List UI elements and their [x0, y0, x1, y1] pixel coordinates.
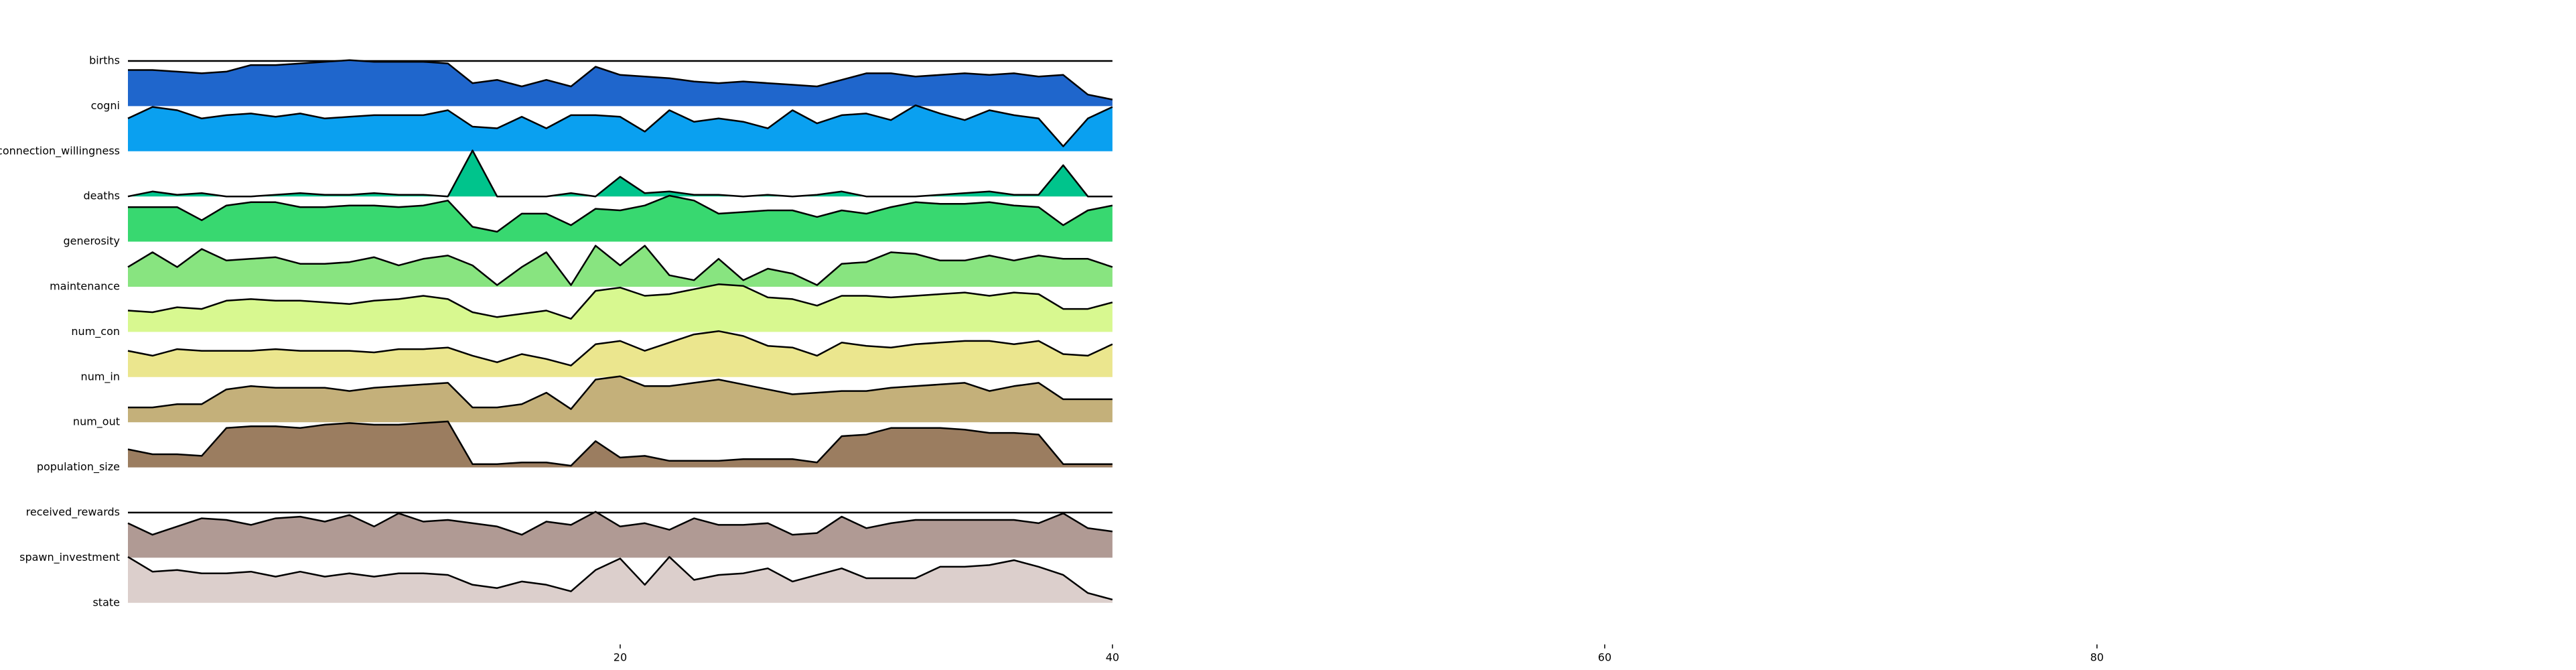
- x-tick-label: 80: [2090, 651, 2104, 663]
- series-label: connection_willingness: [0, 144, 120, 157]
- ridge-line: [128, 375, 1113, 410]
- ridge-area: [128, 557, 1113, 603]
- ridge-line: [128, 59, 1113, 100]
- ridge-line: [127, 330, 1113, 366]
- ridge-area: [128, 421, 1113, 468]
- ridge-area: [128, 331, 1113, 377]
- ridge-line: [127, 104, 1113, 147]
- series-label: births: [89, 54, 120, 67]
- ridge-line: [128, 194, 1113, 233]
- ridge-line: [127, 149, 1113, 198]
- series-label: num_in: [81, 370, 120, 383]
- series-label: deaths: [83, 190, 120, 202]
- series-label: population_size: [37, 460, 120, 474]
- x-tick-label: 40: [1106, 651, 1119, 663]
- series-label: num_con: [71, 325, 120, 338]
- series-label: maintenance: [50, 280, 120, 293]
- series-label: generosity: [63, 234, 120, 247]
- series-label: num_out: [73, 415, 120, 429]
- series-label: cogni: [91, 99, 120, 112]
- ridge-line: [127, 555, 1113, 601]
- ridge-area: [128, 60, 1113, 107]
- series-label: spawn_investment: [19, 551, 120, 564]
- series-label: received_rewards: [26, 506, 120, 519]
- ridge-line: [127, 420, 1113, 467]
- ridge-area: [128, 105, 1113, 151]
- ridge-area: [128, 511, 1113, 558]
- ridge-line: [127, 245, 1113, 286]
- ridge-area: [128, 245, 1113, 287]
- x-tick-label: 60: [1598, 651, 1612, 663]
- x-tick-label: 20: [614, 651, 627, 663]
- series-label: state: [92, 596, 120, 608]
- ridge-area: [128, 196, 1113, 242]
- ridge-line: [127, 511, 1113, 536]
- ridge-area: [128, 284, 1113, 332]
- ridge-line: [127, 283, 1113, 320]
- ridge-area: [128, 150, 1113, 197]
